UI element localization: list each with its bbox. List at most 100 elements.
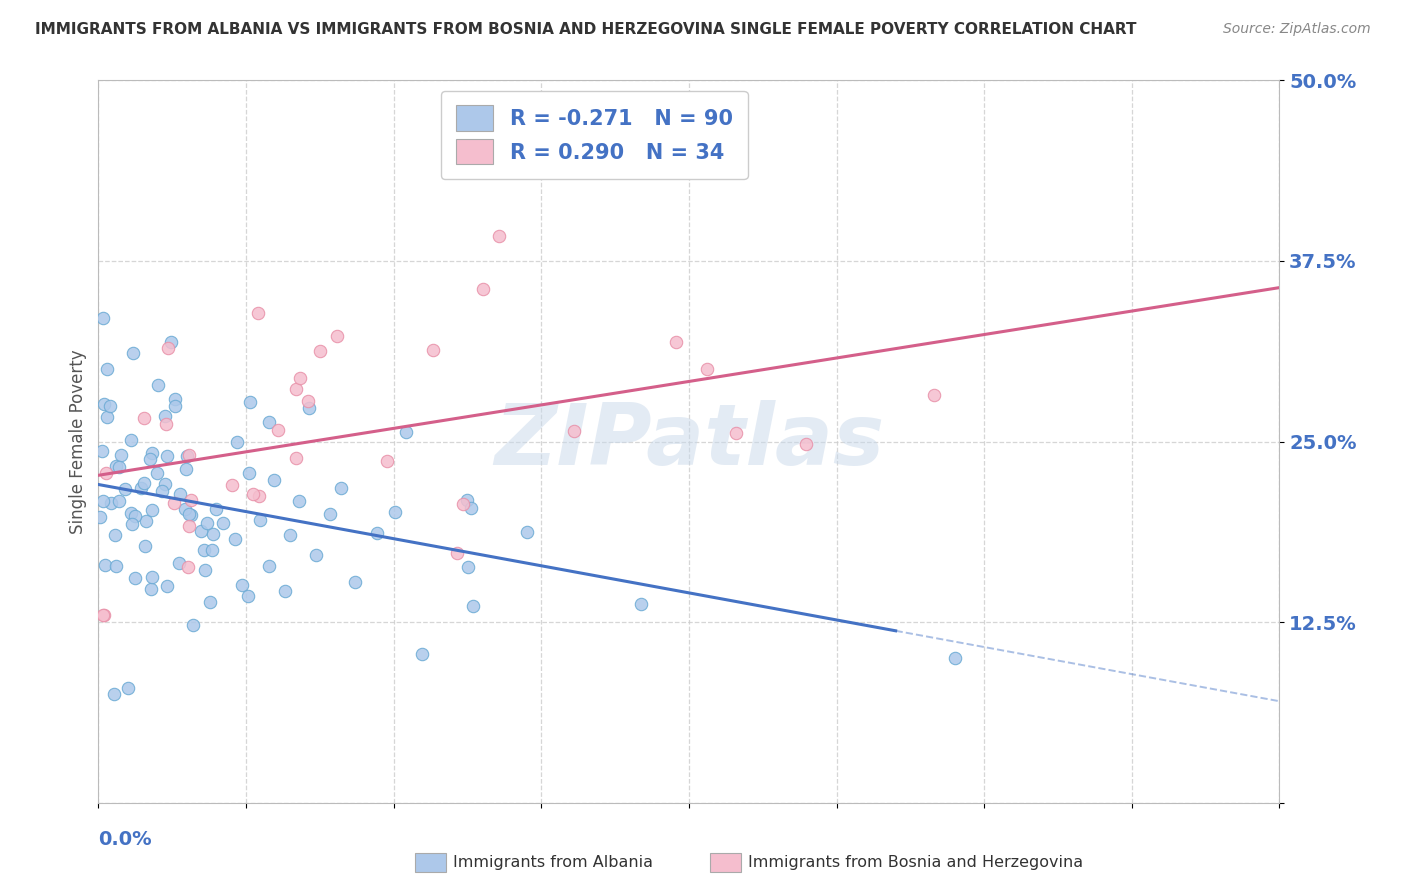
Point bbox=[384, 505, 406, 519]
Point bbox=[461, 599, 484, 613]
Point bbox=[146, 466, 169, 480]
Point bbox=[91, 310, 114, 325]
Point bbox=[163, 496, 186, 510]
Point bbox=[160, 334, 183, 349]
Point bbox=[257, 415, 280, 429]
Point bbox=[630, 597, 652, 611]
Point bbox=[121, 516, 143, 531]
Point bbox=[231, 577, 253, 591]
Point bbox=[330, 481, 353, 495]
Point bbox=[246, 306, 269, 320]
Point bbox=[457, 559, 479, 574]
Point bbox=[139, 582, 162, 596]
Point bbox=[108, 493, 131, 508]
Point bbox=[117, 681, 139, 696]
Point bbox=[122, 346, 145, 360]
Point bbox=[263, 473, 285, 487]
Point bbox=[181, 618, 204, 632]
Point bbox=[236, 589, 259, 603]
Text: Immigrants from Albania: Immigrants from Albania bbox=[453, 855, 652, 870]
Point bbox=[488, 228, 510, 243]
Point bbox=[238, 467, 260, 481]
Point bbox=[176, 449, 198, 463]
Point bbox=[120, 506, 142, 520]
Point bbox=[411, 648, 433, 662]
Point bbox=[274, 584, 297, 599]
Point bbox=[93, 397, 115, 411]
Point bbox=[134, 411, 156, 425]
Point bbox=[180, 493, 202, 508]
Point bbox=[516, 524, 538, 539]
Text: Immigrants from Bosnia and Herzegovina: Immigrants from Bosnia and Herzegovina bbox=[748, 855, 1083, 870]
Point bbox=[91, 607, 114, 622]
Point bbox=[562, 424, 585, 438]
Point bbox=[146, 378, 169, 392]
Point bbox=[204, 502, 226, 516]
Point bbox=[96, 410, 118, 425]
Point bbox=[179, 518, 201, 533]
Point bbox=[139, 451, 162, 466]
Point bbox=[242, 487, 264, 501]
Point bbox=[456, 492, 478, 507]
Point bbox=[239, 394, 262, 409]
Point bbox=[460, 500, 482, 515]
Point bbox=[124, 509, 146, 524]
Point bbox=[285, 382, 308, 396]
Text: 0.0%: 0.0% bbox=[98, 830, 152, 849]
Point bbox=[179, 508, 201, 522]
Point bbox=[247, 489, 270, 503]
Point bbox=[174, 501, 197, 516]
Point bbox=[135, 514, 157, 528]
Point bbox=[211, 516, 233, 531]
Point bbox=[943, 651, 966, 665]
Point bbox=[124, 571, 146, 585]
Text: Source: ZipAtlas.com: Source: ZipAtlas.com bbox=[1223, 22, 1371, 37]
Point bbox=[309, 343, 332, 358]
Point bbox=[91, 444, 114, 458]
Point bbox=[103, 687, 125, 701]
Point bbox=[249, 513, 271, 527]
Point bbox=[343, 575, 366, 590]
Point bbox=[366, 525, 388, 540]
Point bbox=[163, 392, 186, 406]
Point bbox=[285, 450, 308, 465]
Point bbox=[165, 399, 187, 413]
Point bbox=[96, 466, 118, 480]
Point bbox=[155, 417, 177, 432]
Point bbox=[96, 361, 118, 376]
Point bbox=[319, 507, 342, 521]
Point bbox=[104, 559, 127, 574]
Point bbox=[724, 425, 747, 440]
Point bbox=[665, 334, 688, 349]
Point bbox=[134, 539, 156, 553]
Point bbox=[167, 556, 190, 570]
Point bbox=[298, 401, 321, 415]
Point bbox=[221, 478, 243, 492]
Point bbox=[100, 399, 122, 413]
Point bbox=[326, 329, 349, 343]
Text: ZIPatlas: ZIPatlas bbox=[494, 400, 884, 483]
Point bbox=[190, 524, 212, 539]
Point bbox=[288, 371, 311, 385]
Point bbox=[114, 482, 136, 496]
Point bbox=[91, 494, 114, 508]
Point bbox=[150, 484, 173, 499]
Point bbox=[93, 607, 115, 622]
Point bbox=[107, 459, 129, 474]
Point bbox=[141, 502, 163, 516]
Point bbox=[280, 528, 302, 542]
Point bbox=[180, 508, 202, 523]
Y-axis label: Single Female Poverty: Single Female Poverty bbox=[69, 350, 87, 533]
Point bbox=[422, 343, 444, 357]
Point bbox=[132, 475, 155, 490]
Point bbox=[451, 497, 474, 511]
Point bbox=[110, 448, 132, 462]
Point bbox=[267, 423, 290, 437]
Point bbox=[94, 558, 117, 573]
Point bbox=[193, 542, 215, 557]
Point bbox=[89, 510, 111, 524]
Point bbox=[153, 477, 176, 491]
Point bbox=[174, 462, 197, 476]
Point bbox=[305, 548, 328, 562]
Point bbox=[100, 496, 122, 510]
